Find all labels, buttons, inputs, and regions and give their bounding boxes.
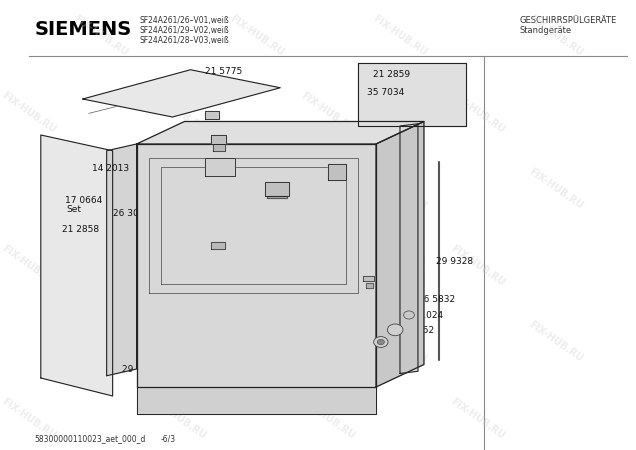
Polygon shape <box>137 387 376 414</box>
Circle shape <box>404 311 414 319</box>
Text: 26 3093: 26 3093 <box>214 144 252 153</box>
Text: FIX-HUB.RU: FIX-HUB.RU <box>449 243 507 288</box>
Text: SF24A261/28–V03,weiß: SF24A261/28–V03,weiß <box>139 36 230 45</box>
Text: 21 5775: 21 5775 <box>205 68 243 76</box>
Text: FIX-HUB.RU: FIX-HUB.RU <box>300 243 357 288</box>
Text: FIX-HUB.RU: FIX-HUB.RU <box>72 320 130 364</box>
Text: -6/3: -6/3 <box>160 434 176 443</box>
Text: 35 7034: 35 7034 <box>367 88 404 97</box>
Circle shape <box>377 339 384 345</box>
Text: 26 3094: 26 3094 <box>211 205 249 214</box>
Text: 06 6400: 06 6400 <box>373 340 410 349</box>
Text: FIX-HUB.RU: FIX-HUB.RU <box>228 167 285 211</box>
Text: FIX-HUB.RU: FIX-HUB.RU <box>149 90 207 135</box>
Polygon shape <box>267 196 287 198</box>
Text: FIX-HUB.RU: FIX-HUB.RU <box>149 243 207 288</box>
Text: FIX-HUB.RU: FIX-HUB.RU <box>228 320 285 364</box>
Text: 17 0664: 17 0664 <box>176 133 213 142</box>
Text: 16 5254: 16 5254 <box>355 274 392 284</box>
Text: 14 2013: 14 2013 <box>92 164 129 173</box>
Text: FIX-HUB.RU: FIX-HUB.RU <box>228 14 285 58</box>
Text: SF24A261/26–V01,weiß: SF24A261/26–V01,weiß <box>139 16 230 25</box>
Text: FIX-HUB.RU: FIX-HUB.RU <box>0 90 58 135</box>
Polygon shape <box>366 283 373 288</box>
Text: FIX-HUB.RU: FIX-HUB.RU <box>449 396 507 441</box>
Text: 21 2859: 21 2859 <box>373 70 410 79</box>
Text: FIX-HUB.RU: FIX-HUB.RU <box>527 320 584 364</box>
Polygon shape <box>211 135 226 144</box>
Polygon shape <box>205 158 235 176</box>
Circle shape <box>387 324 403 336</box>
Polygon shape <box>107 144 137 376</box>
Text: 21 2858: 21 2858 <box>62 225 99 234</box>
Text: FIX-HUB.RU: FIX-HUB.RU <box>72 167 130 211</box>
Polygon shape <box>211 242 225 249</box>
Text: 35 7051: 35 7051 <box>265 403 303 412</box>
Polygon shape <box>400 124 418 374</box>
Text: Standgeräte: Standgeräte <box>520 26 572 35</box>
Text: 26 3094: 26 3094 <box>331 173 368 182</box>
Text: FIX-HUB.RU: FIX-HUB.RU <box>527 14 584 58</box>
Text: FIX-HUB.RU: FIX-HUB.RU <box>527 167 584 211</box>
Text: FIX-HUB.RU: FIX-HUB.RU <box>0 243 58 288</box>
Text: FIX-HUB.RU: FIX-HUB.RU <box>371 14 429 58</box>
Polygon shape <box>265 182 289 196</box>
Text: 17 1024: 17 1024 <box>406 310 443 320</box>
Polygon shape <box>376 122 424 387</box>
Polygon shape <box>83 70 280 117</box>
Text: 29 9328: 29 9328 <box>121 364 159 373</box>
Text: 26 3093: 26 3093 <box>113 209 150 218</box>
Circle shape <box>373 337 388 347</box>
Polygon shape <box>205 111 219 119</box>
Text: 16 9467: 16 9467 <box>218 241 254 250</box>
Text: Set: Set <box>218 250 232 259</box>
Text: FIX-HUB.RU: FIX-HUB.RU <box>149 396 207 441</box>
Text: 35 7327: 35 7327 <box>221 169 258 178</box>
Text: FIX-HUB.RU: FIX-HUB.RU <box>371 320 429 364</box>
Text: Set: Set <box>66 205 81 214</box>
Polygon shape <box>41 135 113 396</box>
Text: FIX-HUB.RU: FIX-HUB.RU <box>300 396 357 441</box>
Text: FIX-HUB.RU: FIX-HUB.RU <box>449 90 507 135</box>
Text: 29 8547: 29 8547 <box>373 241 410 250</box>
Text: Set: Set <box>177 142 191 151</box>
Text: Set: Set <box>356 284 371 292</box>
Text: 26 5832: 26 5832 <box>418 295 455 304</box>
Text: FIX-HUB.RU: FIX-HUB.RU <box>72 14 130 58</box>
Text: 26 3096: 26 3096 <box>367 220 404 230</box>
Polygon shape <box>213 144 225 151</box>
Polygon shape <box>328 164 346 180</box>
Text: FIX-HUB.RU: FIX-HUB.RU <box>371 167 429 211</box>
Text: FIX-HUB.RU: FIX-HUB.RU <box>0 396 58 441</box>
Text: SF24A261/29–V02,weiß: SF24A261/29–V02,weiß <box>139 26 230 35</box>
Text: GESCHIRRSPÜLGERÄTE: GESCHIRRSPÜLGERÄTE <box>520 16 617 25</box>
Text: SIEMENS: SIEMENS <box>35 20 132 39</box>
Text: FIX-HUB.RU: FIX-HUB.RU <box>300 90 357 135</box>
Text: 29 8550: 29 8550 <box>334 205 371 214</box>
Text: 18 7185: 18 7185 <box>277 189 315 198</box>
Text: 29 9328: 29 9328 <box>436 256 473 266</box>
Polygon shape <box>358 63 466 126</box>
Polygon shape <box>363 276 373 281</box>
Text: 17 0664: 17 0664 <box>65 196 102 205</box>
Text: 02 9952: 02 9952 <box>397 326 434 335</box>
Text: 58300000110023_aet_000_d: 58300000110023_aet_000_d <box>35 434 146 443</box>
Polygon shape <box>137 122 424 144</box>
Polygon shape <box>137 144 376 387</box>
Text: 35 7074: 35 7074 <box>149 238 186 248</box>
